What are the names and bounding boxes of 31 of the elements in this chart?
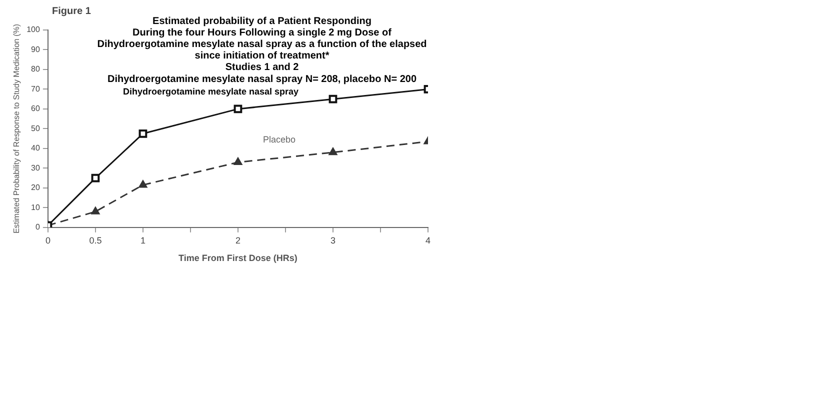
x-axis-title: Time From First Dose (HRs) bbox=[178, 253, 298, 264]
y-tick-label: 50 bbox=[31, 124, 40, 133]
point bbox=[138, 180, 148, 188]
point bbox=[91, 174, 100, 182]
y-tick-label: 0 bbox=[35, 222, 40, 232]
series-label: Dihydroergotamine mesylate nasal spray bbox=[122, 86, 299, 97]
x-tick-label: 2 bbox=[235, 235, 240, 246]
y-tick-label: 20 bbox=[31, 183, 40, 192]
text: Estimated probability of a Patient Responding During the four Hours Following a single 2 mg Dose of Dihydroergotamine mesylate nasal spray as a function of the elapsed since initiation of treatment* Studies 1 and 2 Dihydroergotamine mesylate nasal spray N= 208, placebo N= 200 bbox=[97, 16, 427, 85]
x-tick-label: 4 bbox=[425, 235, 431, 246]
x-tick-label: 1 bbox=[140, 235, 146, 246]
x-tick-label: 0.5 bbox=[89, 235, 102, 246]
y-axis-title: Estimated Probability of Response to Study Medication (%) bbox=[12, 24, 22, 234]
point bbox=[234, 157, 242, 166]
point bbox=[328, 94, 338, 104]
point bbox=[91, 206, 100, 214]
x-tick-label: 0 bbox=[45, 235, 50, 246]
y-tick-label: 70 bbox=[31, 84, 40, 94]
y-tick-label: 60 bbox=[31, 104, 40, 114]
caption: Figure 1 bbox=[52, 6, 92, 17]
point bbox=[328, 147, 338, 156]
y-tick-label: 90 bbox=[31, 44, 40, 54]
x-tick-label: 3 bbox=[330, 235, 336, 246]
y-tick-label: 100 bbox=[26, 25, 40, 34]
y-tick-label: 80 bbox=[31, 64, 40, 74]
y-tick-label: 30 bbox=[31, 163, 40, 172]
point bbox=[234, 104, 242, 114]
y-tick-label: 40 bbox=[31, 144, 40, 153]
point bbox=[138, 129, 148, 138]
y-tick-label: 10 bbox=[31, 202, 40, 212]
series-label: Placebo bbox=[262, 134, 296, 145]
